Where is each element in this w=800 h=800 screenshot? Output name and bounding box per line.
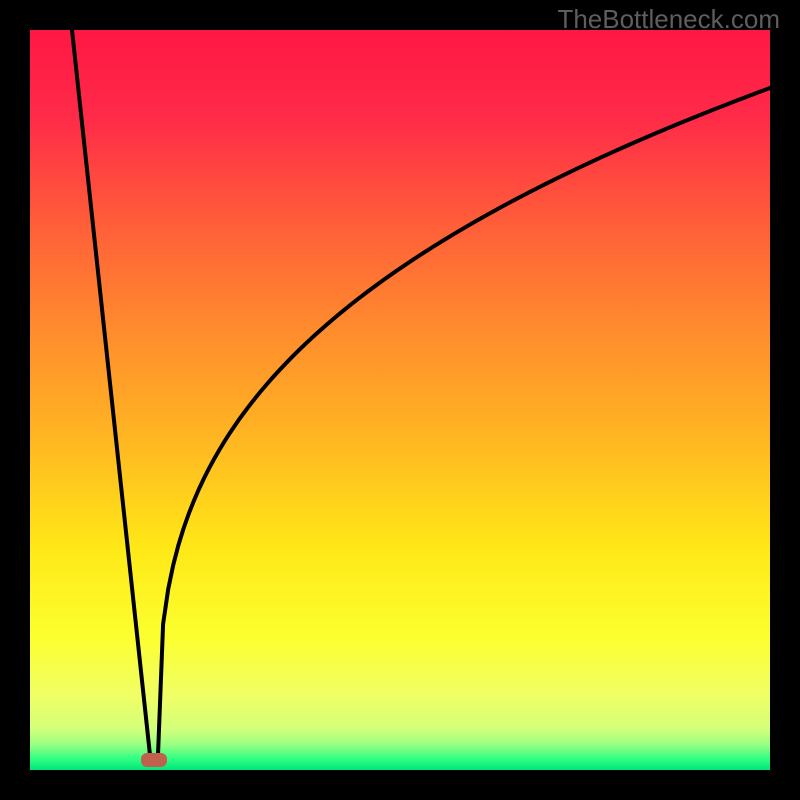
bottleneck-curve <box>30 30 770 770</box>
watermark-text: TheBottleneck.com <box>557 4 780 35</box>
curve-path <box>72 30 770 755</box>
plot-area <box>30 30 770 770</box>
chart-frame: TheBottleneck.com <box>0 0 800 800</box>
optimal-point-marker <box>141 753 167 767</box>
